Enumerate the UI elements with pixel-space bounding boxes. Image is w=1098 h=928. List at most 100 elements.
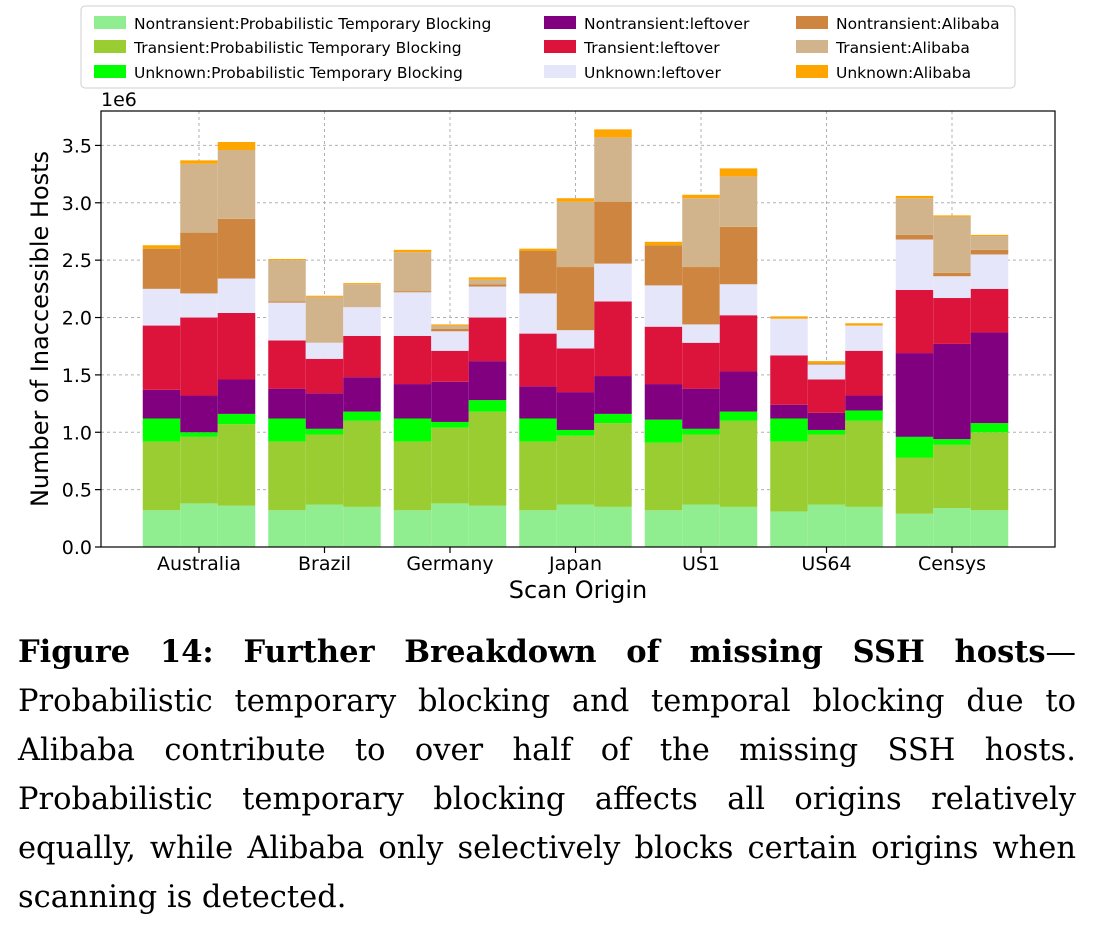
bar-segment-germany-2-transient-probabilistic-temporary-blocking: [431, 427, 469, 504]
y-scale-label: 1e6: [101, 89, 137, 111]
caption-dash: —: [1045, 635, 1077, 670]
bar-segment-australia-1-unknown-leftover: [142, 288, 181, 326]
bar-segment-us64-3-nontransient-leftover: [845, 395, 883, 411]
bar-segment-us64-3-nontransient-probabilistic-temporary-blocking: [845, 506, 883, 547]
bar-segment-japan-2-nontransient-leftover: [556, 392, 595, 430]
bar-segment-us64-2-unknown-probabilistic-temporary-blocking: [807, 429, 846, 435]
bar-segment-censys-1-transient-leftover: [895, 289, 934, 354]
bar-segment-germany-3-unknown-alibaba: [468, 277, 507, 280]
legend-label-transient-leftover: Transient:leftover: [583, 39, 720, 57]
bar-segment-germany-3-transient-leftover: [468, 317, 507, 362]
bar-segment-australia-1-transient-leftover: [142, 325, 181, 390]
bar-segment-us1-2-unknown-alibaba: [682, 194, 720, 199]
bar-segment-brazil-2-transient-probabilistic-temporary-blocking: [305, 434, 344, 505]
y-tick-label: 2.5: [62, 250, 92, 272]
x-tick-label-us1: US1: [682, 553, 720, 575]
bar-segment-us1-2-unknown-probabilistic-temporary-blocking: [682, 428, 720, 435]
y-axis: 0.0 0.5 1.0 1.5 2.0 2.5 3.0 3.5: [62, 135, 101, 559]
y-tick-label: 3.0: [62, 193, 92, 215]
bar-segment-us64-3-transient-probabilistic-temporary-blocking: [845, 420, 883, 507]
bar-segment-censys-1-nontransient-probabilistic-temporary-blocking: [895, 513, 934, 547]
bar-segment-brazil-3-unknown-leftover: [343, 307, 381, 336]
bar-segment-censys-3-transient-alibaba: [970, 236, 1009, 250]
bar-segment-us64-1-transient-leftover: [770, 355, 808, 405]
bar-segment-australia-2-nontransient-alibaba: [180, 232, 218, 294]
bar-segment-australia-2-transient-probabilistic-temporary-blocking: [180, 436, 218, 504]
bar-segment-us1-2-transient-probabilistic-temporary-blocking: [682, 434, 720, 505]
y-axis-label: Number of Inaccessible Hosts: [26, 151, 54, 507]
bar-segment-us64-2-transient-probabilistic-temporary-blocking: [807, 434, 846, 505]
bar-segment-australia-2-transient-alibaba: [180, 163, 218, 233]
bar-segment-us1-3-nontransient-probabilistic-temporary-blocking: [719, 506, 758, 547]
bar-segment-us1-1-transient-probabilistic-temporary-blocking: [644, 442, 683, 511]
bar-segment-brazil-1-unknown-leftover: [268, 302, 306, 341]
bar-segment-japan-1-nontransient-alibaba: [519, 250, 557, 294]
bar-segment-brazil-2-transient-alibaba: [305, 296, 344, 343]
bar-segment-censys-1-nontransient-alibaba: [895, 234, 934, 240]
bar-segment-brazil-3-unknown-probabilistic-temporary-blocking: [343, 411, 381, 421]
bar-segment-germany-3-nontransient-probabilistic-temporary-blocking: [468, 505, 507, 547]
bar-segment-censys-1-unknown-probabilistic-temporary-blocking: [895, 436, 934, 458]
bar-segment-us1-2-nontransient-alibaba: [682, 267, 720, 325]
bar-segment-australia-3-unknown-probabilistic-temporary-blocking: [217, 413, 256, 425]
bar-segment-germany-2-unknown-probabilistic-temporary-blocking: [431, 421, 469, 428]
bar-segment-germany-3-unknown-leftover: [468, 286, 507, 318]
bar-segment-us64-2-nontransient-probabilistic-temporary-blocking: [807, 504, 846, 547]
legend-swatch-nontransient-leftover: [544, 16, 576, 29]
legend-swatch-nontransient-probabilistic-temporary-blocking: [94, 16, 126, 29]
bar-segment-japan-1-transient-leftover: [519, 333, 557, 387]
bar-segment-us1-2-nontransient-leftover: [682, 388, 720, 429]
legend-label-unknown-leftover: Unknown:leftover: [584, 64, 721, 82]
bar-segment-us64-1-nontransient-probabilistic-temporary-blocking: [770, 511, 808, 547]
bar-segment-australia-1-nontransient-probabilistic-temporary-blocking: [142, 510, 181, 547]
x-axis: Australia Brazil Germany Japan US1 US64 Censys: [157, 547, 986, 575]
bar-segment-censys-1-unknown-leftover: [895, 239, 934, 290]
bar-segment-us64-3-unknown-probabilistic-temporary-blocking: [845, 410, 883, 421]
bar-segment-australia-2-transient-leftover: [180, 317, 218, 396]
bar-segment-us1-3-transient-alibaba: [719, 176, 758, 227]
bar-segment-germany-1-nontransient-leftover: [393, 384, 432, 419]
bar-segment-brazil-2-unknown-leftover: [305, 342, 344, 359]
bar-segment-germany-2-nontransient-alibaba: [431, 329, 469, 332]
bar-segment-australia-1-nontransient-leftover: [142, 389, 181, 419]
bar-segment-censys-2-unknown-probabilistic-temporary-blocking: [933, 439, 971, 445]
bar-segment-us64-1-nontransient-leftover: [770, 404, 808, 419]
bar-segment-brazil-2-unknown-alibaba: [305, 295, 344, 297]
bar-segment-censys-3-nontransient-probabilistic-temporary-blocking: [970, 510, 1009, 547]
bar-segment-australia-3-unknown-alibaba: [217, 141, 256, 151]
legend: Nontransient:Probabilistic Temporary Blo…: [80, 5, 1016, 89]
legend-swatch-transient-alibaba: [796, 40, 828, 53]
bar-segment-censys-3-unknown-probabilistic-temporary-blocking: [970, 423, 1009, 433]
bar-segment-brazil-1-transient-alibaba: [268, 260, 306, 302]
bar-segment-japan-2-unknown-leftover: [556, 330, 595, 349]
bar-segment-australia-3-unknown-leftover: [217, 278, 256, 313]
bar-segment-us64-3-transient-leftover: [845, 350, 883, 396]
y-tick-label: 0.0: [62, 537, 92, 559]
bar-segment-australia-2-unknown-leftover: [180, 293, 218, 318]
bar-segment-germany-1-transient-probabilistic-temporary-blocking: [393, 441, 432, 511]
legend-label-nontransient-leftover: Nontransient:leftover: [584, 15, 750, 33]
bar-segment-germany-2-transient-leftover: [431, 350, 469, 382]
bar-segment-censys-2-nontransient-leftover: [933, 343, 971, 440]
bar-segment-japan-2-transient-probabilistic-temporary-blocking: [556, 435, 595, 505]
bar-segment-germany-2-nontransient-leftover: [431, 381, 469, 422]
legend-label-unknown-probabilistic-temporary-blocking: Unknown:Probabilistic Temporary Blocking: [134, 64, 463, 82]
bar-segment-japan-3-nontransient-probabilistic-temporary-blocking: [594, 506, 632, 547]
bar-segment-us64-1-unknown-alibaba: [770, 316, 808, 319]
legend-swatch-unknown-probabilistic-temporary-blocking: [94, 65, 126, 78]
bar-segment-us1-1-nontransient-probabilistic-temporary-blocking: [644, 510, 683, 547]
bar-segment-us1-3-transient-leftover: [719, 315, 758, 372]
bar-segment-australia-1-unknown-alibaba: [142, 245, 181, 249]
bar-segment-australia-2-unknown-alibaba: [180, 160, 218, 164]
bar-segment-us64-3-unknown-alibaba: [845, 323, 883, 326]
bar-segment-us1-2-transient-leftover: [682, 342, 720, 389]
x-tick-label-censys: Censys: [918, 553, 986, 575]
bar-segment-japan-3-transient-probabilistic-temporary-blocking: [594, 423, 632, 507]
bar-segment-australia-2-nontransient-leftover: [180, 395, 218, 433]
bar-segment-japan-2-unknown-probabilistic-temporary-blocking: [556, 429, 595, 436]
bar-segment-us1-2-transient-alibaba: [682, 198, 720, 268]
legend-swatch-unknown-alibaba: [796, 65, 828, 78]
bar-segment-japan-3-unknown-alibaba: [594, 129, 632, 138]
bar-segment-germany-1-unknown-leftover: [393, 292, 432, 336]
bar-segment-censys-1-nontransient-leftover: [895, 353, 934, 437]
